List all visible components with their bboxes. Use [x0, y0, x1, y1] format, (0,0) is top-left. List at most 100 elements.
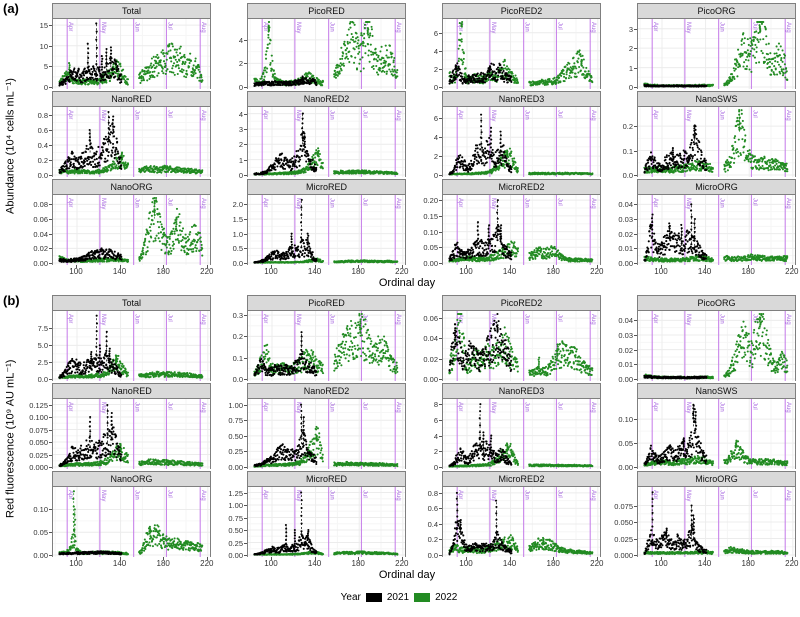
y-tick-mark	[439, 318, 442, 320]
y-axis-ticks: 0.0 0.1 0.2	[603, 107, 637, 180]
subplot-picored-b: PicoRED 0.0 0.1 0.2 0.3	[213, 295, 406, 384]
subplot-total-b: Total 0.0 2.5 5.0 7.5	[18, 295, 211, 384]
y-tick-label: 0.01	[618, 360, 633, 370]
subplot-grid-a: Total 0 5 10 15 PicoRED 0 2 4 PicoRED2 0 2 4 6 PicoORG…	[18, 3, 798, 276]
x-tick-mark	[704, 265, 706, 268]
y-tick-mark	[439, 467, 442, 468]
y-tick-mark	[634, 126, 637, 128]
y-tick-mark	[439, 175, 442, 176]
y-tick-label: 0.04	[618, 200, 633, 210]
plot-canvas-nanored	[53, 399, 210, 469]
plot-area-microred2	[442, 487, 601, 557]
y-tick-label: 0.2	[622, 122, 633, 132]
y-tick-label: 0.03	[618, 331, 633, 340]
plot-canvas-picoorg	[638, 311, 795, 381]
y-tick-label: 0	[43, 83, 48, 92]
subplot-microred2-b: MicroRED2 0.0 0.2 0.4 0.6 0.8 100 140 180 220	[408, 471, 603, 568]
y-axis-ticks: 0.0 0.1 0.2 0.3	[213, 311, 247, 384]
legend-swatch-2021	[365, 592, 382, 602]
x-tick-label: 220	[785, 559, 799, 568]
strip-title-microred2: MicroRED2	[442, 179, 601, 195]
subplot-nanoorg-a: NanoORG 0.00 0.02 0.04 0.06 0.08 100 140 180 220	[18, 179, 213, 276]
y-tick-label: 4	[238, 109, 243, 119]
y-tick-label: 0.00	[33, 259, 48, 268]
x-tick-label: 180	[546, 267, 560, 276]
plot-area-picored2	[442, 19, 601, 89]
x-tick-mark	[119, 265, 121, 268]
plot-canvas-nanoorg	[53, 487, 210, 557]
strip-title-picored2: PicoRED2	[442, 3, 601, 19]
legend-label-2022: 2022	[435, 591, 458, 603]
x-tick-label: 140	[307, 559, 322, 568]
x-tick-mark	[704, 557, 706, 560]
y-tick-label: 0.8	[427, 488, 438, 498]
panel-b: (b) Red fluorescence (10⁹ AU mL⁻¹) Total…	[2, 293, 798, 582]
y-tick-mark	[244, 248, 247, 250]
plot-area-picored2	[442, 311, 601, 381]
y-tick-label: 0.04	[618, 316, 633, 326]
x-tick-mark	[509, 265, 511, 268]
y-axis-ticks: 0 1 2 3	[603, 19, 637, 92]
y-tick-mark	[439, 247, 442, 249]
y-axis-title-abundance: Abundance (10⁴ cells mL⁻¹)	[4, 78, 17, 215]
subplot-nanored3-a: NanoRED3 0 2 4 6	[408, 91, 601, 180]
y-tick-mark	[244, 467, 247, 468]
y-tick-label: 0.1	[622, 146, 633, 156]
y-axis-ticks: 0 2 4 6	[408, 19, 442, 92]
x-tick-label: 220	[395, 559, 409, 568]
plot-area-nanosws	[637, 399, 796, 469]
y-tick-mark	[244, 113, 247, 115]
plot-area-nanored	[52, 399, 211, 469]
y-tick-mark	[634, 87, 637, 88]
plot-canvas-picored2	[443, 311, 600, 381]
y-tick-label: 2	[238, 140, 243, 150]
plot-canvas-nanosws	[638, 107, 795, 177]
y-tick-label: 0.00	[33, 551, 48, 560]
y-tick-label: 1.00	[228, 400, 243, 410]
y-tick-label: 0.25	[228, 538, 243, 548]
strip-title-picored2: PicoRED2	[442, 295, 601, 311]
y-tick-mark	[244, 159, 247, 161]
y-tick-mark	[439, 358, 442, 360]
y-tick-label: 1	[628, 63, 633, 73]
subplot-nanosws-b: NanoSWS 0.00 0.05 0.10	[603, 383, 796, 472]
plot-area-microorg	[637, 195, 796, 265]
x-axis-ticks: 100 140 180 220	[637, 557, 798, 568]
y-tick-label: 0.6	[37, 126, 48, 135]
y-tick-label: 0.125	[29, 400, 48, 410]
y-tick-label: 0.050	[614, 518, 633, 527]
y-tick-mark	[244, 63, 247, 65]
x-tick-label: 220	[590, 559, 604, 568]
y-axis-ticks: 0 1 2 3 4	[213, 107, 247, 180]
x-tick-label: 220	[785, 267, 799, 276]
y-tick-mark	[244, 357, 247, 359]
plot-area-total	[52, 311, 211, 381]
plot-canvas-microred2	[443, 195, 600, 265]
strip-title-total: Total	[52, 295, 211, 311]
y-tick-label: 0.02	[618, 229, 633, 239]
plot-area-nanored2	[247, 107, 406, 177]
y-tick-label: 0.08	[33, 200, 48, 210]
plot-canvas-microred	[248, 195, 405, 265]
plot-canvas-picoorg	[638, 19, 795, 89]
y-tick-label: 4	[238, 35, 243, 45]
legend-title: Year	[340, 591, 361, 603]
x-tick-mark	[75, 265, 77, 268]
x-axis-ticks: 100 140 180 220	[637, 265, 798, 276]
y-tick-mark	[634, 419, 637, 421]
y-tick-mark	[634, 175, 637, 176]
y-tick-mark	[634, 467, 637, 468]
y-axis-ticks: 0.000 0.025 0.050 0.075	[603, 487, 637, 560]
x-tick-mark	[748, 557, 750, 560]
plot-canvas-microred	[248, 487, 405, 557]
x-tick-label: 140	[697, 267, 712, 276]
x-tick-label: 100	[69, 559, 83, 568]
y-tick-label: 0	[238, 171, 243, 180]
y-tick-label: 2	[628, 44, 633, 54]
y-tick-mark	[244, 530, 247, 531]
y-tick-label: 0	[433, 463, 438, 472]
plot-area-picoorg	[637, 19, 796, 89]
x-tick-mark	[465, 557, 467, 560]
y-tick-mark	[49, 45, 52, 47]
y-tick-label: 0.025	[29, 450, 48, 460]
